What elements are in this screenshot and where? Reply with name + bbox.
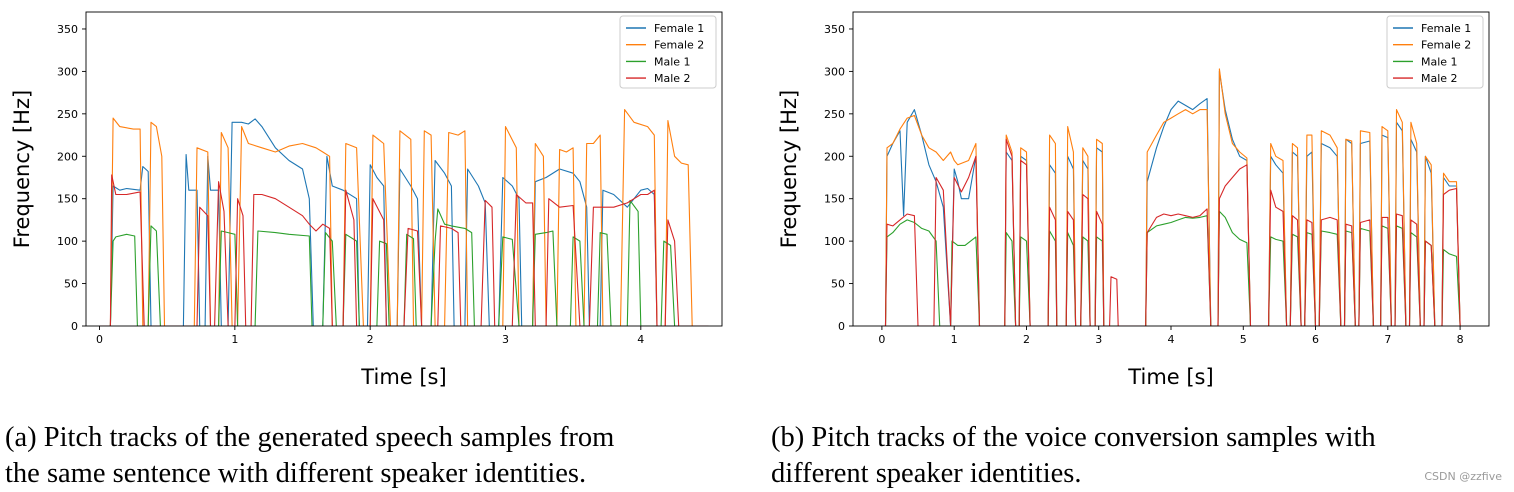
legend-label: Female 1 bbox=[654, 22, 704, 35]
y-tick-label: 0 bbox=[71, 320, 78, 333]
legend-box bbox=[1386, 15, 1484, 89]
series-line-female-1 bbox=[99, 118, 709, 326]
legend-label: Female 2 bbox=[654, 39, 704, 52]
y-tick-label: 50 bbox=[64, 278, 78, 291]
x-tick-label: 1 bbox=[231, 333, 238, 346]
y-tick-label: 150 bbox=[57, 193, 78, 206]
plot-frame bbox=[85, 11, 723, 327]
legend-label: Male 1 bbox=[654, 55, 691, 68]
x-tick-label: 6 bbox=[1312, 333, 1319, 346]
series-line-female-1 bbox=[881, 70, 1461, 326]
y-axis-label: Frequency [Hz] bbox=[10, 90, 34, 248]
x-tick-label: 0 bbox=[878, 333, 885, 346]
x-tick-label: 5 bbox=[1240, 333, 1247, 346]
legend-label: Male 2 bbox=[654, 72, 691, 85]
caption-a-line2: the same sentence with different speaker… bbox=[5, 458, 587, 489]
y-tick-label: 250 bbox=[824, 108, 845, 121]
x-axis-label: Time [s] bbox=[360, 365, 446, 389]
x-tick-label: 7 bbox=[1384, 333, 1391, 346]
x-tick-label: 3 bbox=[1095, 333, 1102, 346]
x-tick-label: 3 bbox=[502, 333, 509, 346]
y-tick-label: 350 bbox=[57, 23, 78, 36]
caption-a-line1: (a) Pitch tracks of the generated speech… bbox=[5, 422, 615, 453]
y-tick-label: 300 bbox=[57, 65, 78, 78]
x-tick-label: 4 bbox=[1168, 333, 1175, 346]
legend-box bbox=[619, 15, 717, 89]
y-tick-label: 200 bbox=[824, 150, 845, 163]
y-tick-label: 50 bbox=[831, 278, 845, 291]
y-tick-label: 100 bbox=[57, 235, 78, 248]
caption-b-line1: (b) Pitch tracks of the voice conversion… bbox=[771, 422, 1376, 453]
y-tick-label: 200 bbox=[57, 150, 78, 163]
y-tick-label: 250 bbox=[57, 108, 78, 121]
legend-label: Male 2 bbox=[1421, 72, 1458, 85]
x-tick-label: 1 bbox=[951, 333, 958, 346]
y-axis-label: Frequency [Hz] bbox=[777, 90, 801, 248]
watermark: CSDN @zzfive bbox=[1424, 470, 1502, 483]
panel-b-chart: 0 1 2 3 4 5 6 7 8 0 50 100 150 200 250 300 350 Time [s] Fr… bbox=[777, 11, 1490, 389]
legend-label: Male 1 bbox=[1421, 55, 1458, 68]
caption-b-line2: different speaker identities. bbox=[771, 458, 1082, 489]
series-line-male-1 bbox=[99, 199, 709, 326]
legend-label: Female 1 bbox=[1421, 22, 1471, 35]
x-tick-label: 8 bbox=[1457, 333, 1464, 346]
y-tick-label: 300 bbox=[824, 65, 845, 78]
y-tick-label: 350 bbox=[824, 23, 845, 36]
x-axis-label: Time [s] bbox=[1127, 365, 1213, 389]
x-tick-label: 2 bbox=[1023, 333, 1030, 346]
x-tick-label: 4 bbox=[637, 333, 644, 346]
y-tick-label: 100 bbox=[824, 235, 845, 248]
series-line-male-2 bbox=[881, 138, 1461, 326]
x-tick-label: 0 bbox=[96, 333, 103, 346]
panel-a-chart: 0 1 2 3 4 0 50 100 150 200 250 300 350 Time [s] Freque… bbox=[10, 11, 723, 389]
series-line-female-2 bbox=[99, 109, 709, 326]
y-tick-label: 150 bbox=[824, 193, 845, 206]
x-tick-label: 2 bbox=[367, 333, 374, 346]
legend-label: Female 2 bbox=[1421, 39, 1471, 52]
y-tick-label: 0 bbox=[838, 320, 845, 333]
series-line-male-2 bbox=[99, 174, 709, 326]
